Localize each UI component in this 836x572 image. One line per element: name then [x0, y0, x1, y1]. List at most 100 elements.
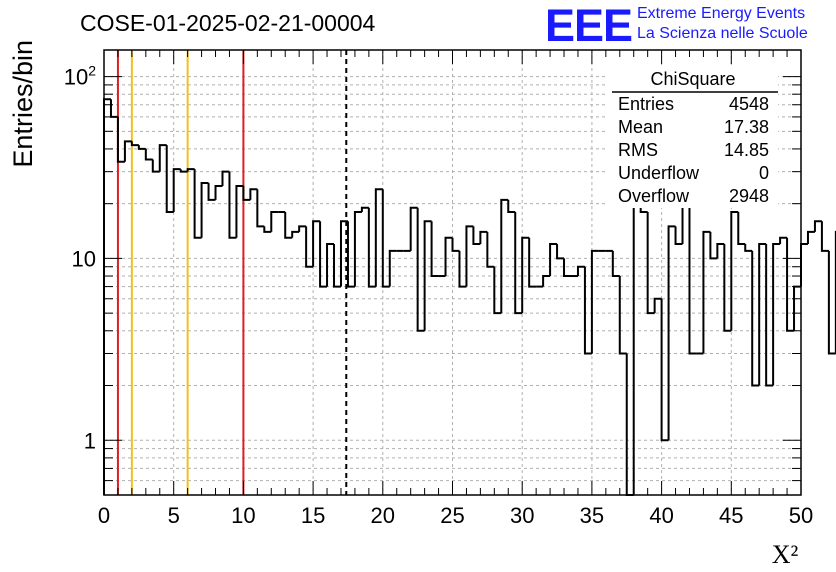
stats-label: Overflow — [618, 186, 690, 206]
histogram-bin — [123, 140, 132, 162]
histogram-bin — [458, 250, 467, 288]
histogram-bin — [813, 220, 822, 232]
histogram-bin — [339, 220, 348, 287]
chart-title: COSE-01-2025-02-21-00004 — [80, 10, 376, 36]
histogram-bin — [200, 181, 209, 238]
histogram-bin — [284, 211, 293, 239]
histogram-bin — [221, 170, 230, 187]
histogram-bin — [521, 236, 530, 314]
histogram-bin — [186, 168, 195, 172]
histogram-bin — [542, 275, 551, 287]
logo-text-line1: Extreme Energy Events — [637, 5, 806, 22]
histogram-bin — [179, 169, 188, 173]
histogram-bin — [353, 210, 362, 287]
histogram-bin — [242, 186, 251, 201]
histogram-bin — [319, 221, 328, 288]
histogram-bin — [103, 98, 111, 495]
histogram-bin — [109, 99, 118, 118]
histogram-bin — [374, 188, 383, 287]
histogram-bin — [528, 237, 537, 288]
histogram-bin — [779, 236, 788, 245]
x-tick-label: 15 — [301, 503, 325, 528]
histogram-bin — [772, 243, 781, 386]
histogram-bin — [576, 265, 585, 277]
x-tick-label: 50 — [789, 503, 813, 528]
x-tick-label: 0 — [98, 503, 110, 528]
x-tick-label: 20 — [371, 503, 395, 528]
histogram-bin — [507, 199, 516, 213]
histogram-bin — [590, 249, 599, 354]
x-axis-label: X² — [772, 540, 799, 569]
histogram-bin — [326, 243, 335, 287]
histogram-bin — [172, 168, 181, 212]
histogram-bin — [556, 244, 565, 260]
histogram-bin — [751, 250, 760, 387]
histogram-bin — [416, 207, 425, 332]
stats-label: Underflow — [618, 163, 700, 183]
histogram-bin — [381, 189, 390, 288]
stats-label: Entries — [618, 94, 674, 114]
histogram-bin — [514, 211, 523, 315]
histogram-bin — [688, 203, 697, 355]
histogram-bin — [305, 226, 314, 268]
stats-box: ChiSquare Entries 4548 Mean 17.38 RMS 14.85 Un… — [608, 66, 778, 208]
histogram-bin — [207, 182, 216, 201]
x-tick-label: 25 — [440, 503, 464, 528]
stats-label: Mean — [618, 117, 663, 137]
histogram-bin — [737, 211, 746, 246]
histogram-bin — [249, 188, 258, 200]
histogram-bin — [346, 221, 355, 288]
histogram-bin — [193, 169, 202, 239]
histogram-bin — [298, 225, 307, 232]
histogram-bin — [360, 206, 369, 212]
histogram-bin — [653, 297, 662, 314]
stats-value: 4548 — [729, 94, 769, 114]
histogram-bin — [646, 211, 655, 315]
histogram-bin — [214, 185, 223, 200]
histogram-bin — [681, 202, 690, 245]
histogram-bin — [423, 220, 432, 331]
histogram-bin — [444, 236, 453, 277]
histogram-bin — [549, 243, 558, 277]
x-tick-label: 5 — [168, 503, 180, 528]
histogram-bin — [256, 189, 265, 228]
x-tick-label: 45 — [719, 503, 743, 528]
histogram-bin — [583, 266, 592, 355]
histogram-bin — [618, 276, 627, 355]
histogram-bin — [667, 225, 676, 441]
eee-logo: EEE — [545, 0, 633, 51]
histogram-bin — [765, 244, 774, 387]
stats-label: RMS — [618, 140, 658, 160]
histogram-bin — [312, 220, 321, 267]
histogram-bin — [409, 206, 418, 251]
histogram-bin — [800, 243, 808, 287]
y-tick-label: 102 — [64, 63, 96, 90]
histogram-bin — [388, 249, 397, 287]
histogram-bin — [151, 159, 160, 173]
histogram-bin — [493, 266, 502, 315]
y-tick-label: 10 — [72, 246, 96, 271]
stats-value: 0 — [759, 163, 769, 183]
stats-box-title: ChiSquare — [650, 69, 735, 89]
histogram-bin — [130, 141, 139, 147]
histogram-bin — [144, 148, 153, 161]
histogram-bin — [235, 185, 244, 238]
histogram-bin — [465, 225, 474, 287]
stats-value: 17.38 — [724, 117, 769, 137]
histogram-bin — [158, 144, 167, 172]
histogram-bin — [716, 243, 725, 259]
histogram-bin — [165, 145, 174, 213]
histogram-bin — [611, 250, 620, 278]
histogram-bin — [116, 116, 125, 163]
histogram-bin — [472, 226, 481, 246]
y-axis-label: Entries/bin — [8, 40, 38, 168]
histogram-bin — [333, 244, 341, 288]
histogram-bin — [479, 230, 488, 245]
histogram-bin — [137, 145, 146, 150]
histogram-bin — [263, 226, 272, 233]
stats-value: 14.85 — [724, 140, 769, 160]
histogram-bin — [793, 285, 801, 331]
histogram-bin — [709, 231, 718, 260]
histogram-bin — [486, 231, 495, 268]
